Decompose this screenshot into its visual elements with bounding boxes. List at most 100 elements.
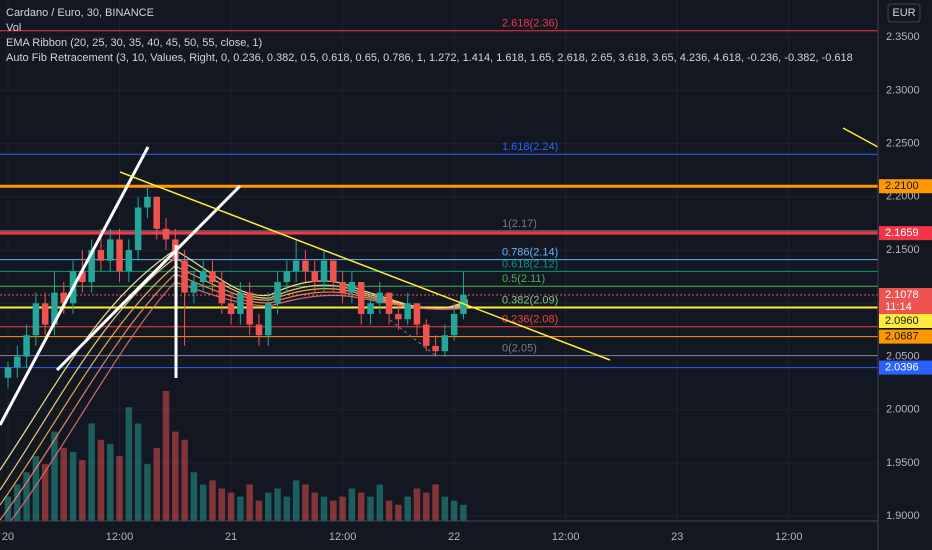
- y-tick-label: 2.2000: [886, 191, 920, 203]
- candle-body: [162, 228, 170, 240]
- candle-body: [292, 260, 300, 272]
- candle-body: [274, 282, 281, 304]
- candle-body: [255, 324, 263, 336]
- volume-bar: [153, 447, 160, 521]
- candle-body: [60, 292, 68, 304]
- volume-bar: [441, 496, 449, 521]
- candle-body: [134, 207, 142, 251]
- x-tick-label: 20: [2, 531, 14, 543]
- x-tick-label: 23: [671, 531, 683, 543]
- y-tick-label: 1.9000: [886, 510, 920, 522]
- candle-body: [199, 271, 207, 283]
- volume-bar: [367, 496, 374, 521]
- candle-body: [339, 282, 346, 293]
- fib-label: 1(2.17): [502, 218, 537, 230]
- price-badge-label: 2.1659: [885, 227, 919, 239]
- volume-bar: [227, 492, 235, 521]
- y-tick-label: 2.3000: [886, 84, 920, 96]
- volume-bar: [190, 472, 198, 521]
- candle-body: [51, 292, 58, 325]
- fib-label: 0.786(2.14): [502, 247, 558, 259]
- candle-body: [264, 303, 272, 336]
- candle-body: [302, 260, 309, 272]
- volume-bar: [348, 488, 356, 521]
- volume-bar: [125, 407, 133, 521]
- candle-body: [23, 335, 30, 357]
- y-tick-label: 1.9500: [886, 457, 920, 469]
- volume-bar: [311, 492, 318, 521]
- candle-body: [311, 271, 318, 283]
- volume-bar: [339, 496, 346, 521]
- volume-bar: [246, 484, 253, 521]
- candle-body: [218, 282, 226, 304]
- price-badge-label: 2.0960: [885, 315, 919, 327]
- y-tick-label: 2.2500: [886, 138, 920, 150]
- volume-bar: [404, 496, 411, 521]
- candle-body: [125, 250, 133, 272]
- volume-bar: [274, 488, 281, 521]
- indicator: Vol: [6, 22, 21, 34]
- volume-bar: [88, 423, 95, 521]
- price-badge-label: 2.0396: [885, 362, 919, 374]
- fib-label: 2.618(2.36): [502, 18, 558, 30]
- price-badge: [879, 360, 932, 375]
- volume-bar: [413, 488, 421, 521]
- currency: EUR: [892, 7, 915, 19]
- candle-body: [79, 271, 86, 283]
- volume-bar: [51, 431, 58, 521]
- volume-bar: [14, 484, 21, 521]
- candle-body: [423, 324, 430, 346]
- volume-bar: [209, 480, 216, 521]
- price-axis: [878, 0, 932, 550]
- candle-body: [41, 303, 49, 325]
- trendline: [842, 127, 879, 148]
- candle-body: [413, 303, 421, 325]
- volume-bar: [320, 496, 328, 521]
- volume: [4, 391, 467, 521]
- candle-body: [395, 313, 402, 320]
- price-badge: [879, 226, 932, 241]
- y-tick-label: 2.0000: [886, 404, 920, 416]
- volume-bar: [255, 500, 263, 521]
- candle-body: [88, 250, 95, 283]
- fib-label: 0.236(2.08): [502, 314, 558, 326]
- price-badge-label: 2.1078: [885, 289, 919, 301]
- volume-bar: [60, 447, 68, 521]
- candle-body: [385, 292, 393, 314]
- x-tick-label: 12:00: [329, 531, 357, 543]
- chart-title: Cardano / Euro, 30, BINANCE: [6, 7, 154, 19]
- candle-body: [376, 292, 384, 304]
- volume-bar: [134, 423, 142, 521]
- indicator: Auto Fib Retracement (3, 10, Values, Rig…: [6, 52, 853, 64]
- y-tick-label: 2.3500: [886, 31, 920, 43]
- fib-label: 0(2.05): [502, 342, 537, 354]
- candle-body: [357, 282, 365, 314]
- candle-body: [367, 303, 374, 314]
- candles: [4, 186, 467, 389]
- price-badge-label: 2.0687: [885, 331, 919, 343]
- volume-bar: [357, 492, 365, 521]
- candle-body: [181, 260, 188, 293]
- candle-body: [190, 282, 198, 293]
- candle-body: [348, 282, 356, 293]
- volume-bar: [423, 492, 430, 521]
- volume-bar: [116, 456, 123, 521]
- volume-bar: [106, 443, 114, 521]
- trendline: [119, 171, 611, 361]
- price-badge: [879, 329, 932, 344]
- volume-bar: [181, 439, 188, 521]
- candle-body: [330, 260, 337, 283]
- fib-label: 1.618(2.24): [502, 141, 558, 153]
- volume-bar: [302, 484, 309, 521]
- volume-bar: [376, 484, 384, 521]
- volume-bar: [162, 391, 170, 521]
- volume-bar: [237, 496, 244, 521]
- x-tick-label: 12:00: [552, 531, 580, 543]
- x-tick-label: 22: [448, 531, 460, 543]
- volume-bar: [450, 500, 458, 521]
- x-tick-label: 21: [225, 531, 237, 543]
- price-badge-time: 11:14: [885, 301, 912, 313]
- currency-button[interactable]: [887, 3, 921, 23]
